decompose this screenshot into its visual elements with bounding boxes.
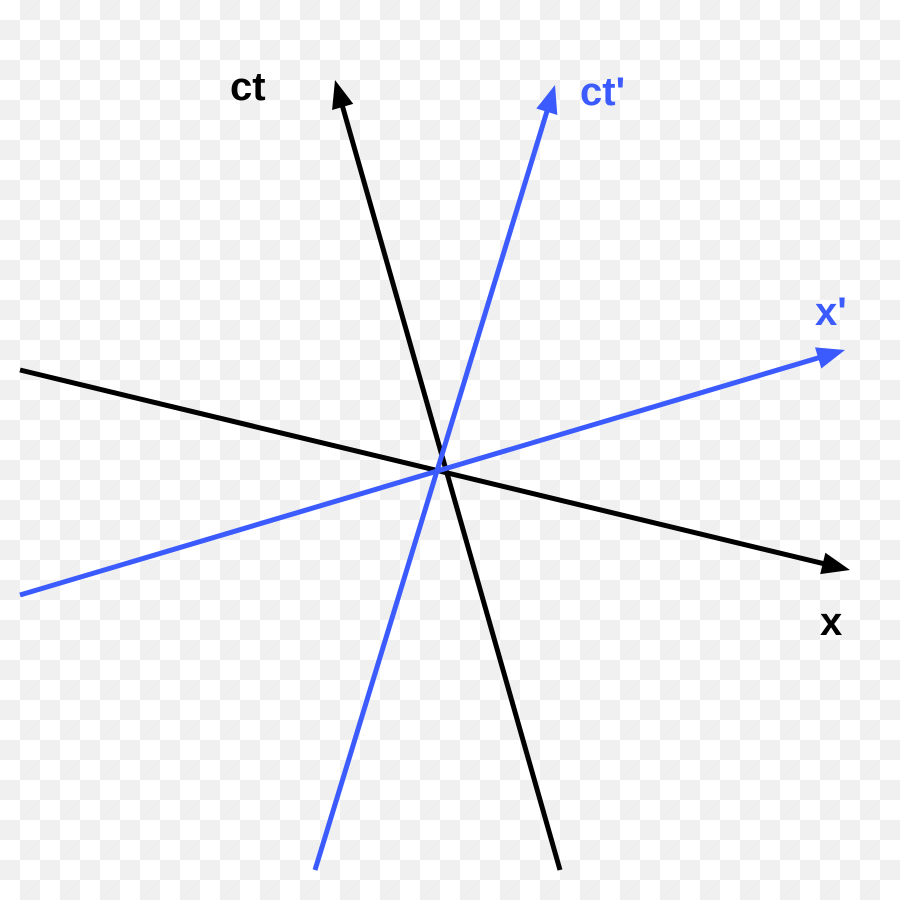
x-prime-axis (20, 347, 845, 595)
axes-svg (0, 0, 900, 900)
diagram-stage: ct ct' x' x (0, 0, 900, 900)
ct-prime-axis (315, 85, 557, 870)
ct-axis (332, 80, 560, 870)
